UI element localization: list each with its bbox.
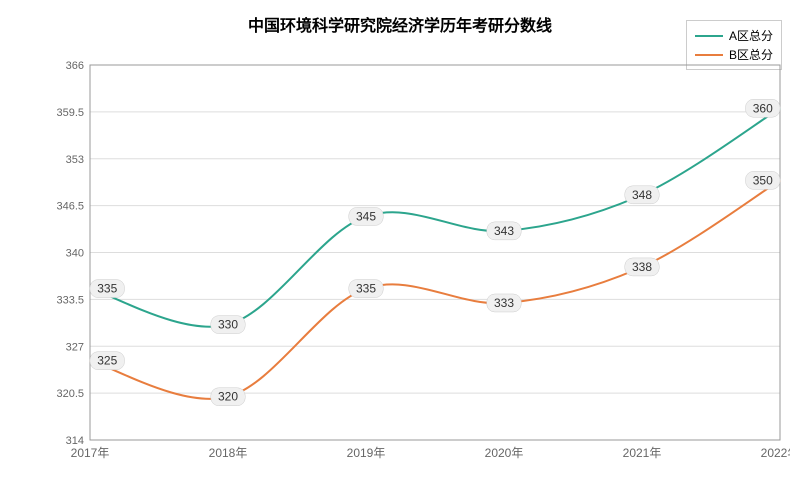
svg-text:327: 327 [66,341,84,353]
svg-text:366: 366 [66,60,84,72]
svg-text:343: 343 [494,224,514,238]
svg-text:346.5: 346.5 [56,201,84,213]
svg-text:340: 340 [66,248,84,260]
legend-item-a: A区总分 [695,27,773,44]
svg-text:335: 335 [356,282,376,296]
svg-text:320: 320 [218,390,238,404]
svg-text:345: 345 [356,209,376,223]
svg-text:335: 335 [97,282,117,296]
svg-text:348: 348 [632,188,652,202]
svg-text:320.5: 320.5 [56,388,84,400]
svg-text:2017年: 2017年 [71,446,110,460]
svg-text:2018年: 2018年 [209,446,248,460]
svg-text:350: 350 [753,173,773,187]
svg-text:2019年: 2019年 [347,446,386,460]
svg-text:333: 333 [494,296,514,310]
svg-text:338: 338 [632,260,652,274]
svg-text:2022年: 2022年 [761,446,790,460]
plot-area: 314320.5327333.5340346.5353359.53662017年… [50,55,790,465]
svg-text:353: 353 [66,154,84,166]
legend-label-a: A区总分 [729,27,773,44]
chart-title: 中国环境科学研究院经济学历年考研分数线 [0,0,800,36]
chart-svg: 314320.5327333.5340346.5353359.53662017年… [50,55,790,465]
svg-text:360: 360 [753,101,773,115]
svg-text:2021年: 2021年 [623,446,662,460]
svg-text:325: 325 [97,354,117,368]
svg-text:359.5: 359.5 [56,107,84,119]
svg-text:333.5: 333.5 [56,294,84,306]
legend-swatch-a [695,35,723,37]
svg-text:2020年: 2020年 [485,446,524,460]
chart-container: 中国环境科学研究院经济学历年考研分数线 A区总分 B区总分 314320.532… [0,0,800,500]
svg-text:330: 330 [218,318,238,332]
